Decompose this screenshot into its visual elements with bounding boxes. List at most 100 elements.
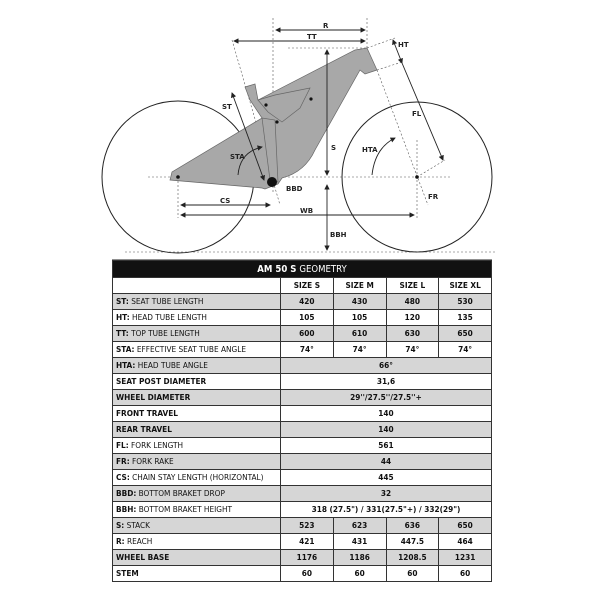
row-label: STEM (112, 565, 281, 582)
label-s: S (331, 144, 336, 152)
row-value: 105 (280, 309, 334, 326)
label-sta: STA (230, 153, 245, 161)
row-value: 74° (332, 341, 387, 358)
row-label: BBD: BOTTOM BRAKET DROP (112, 485, 281, 502)
row-value: 420 (280, 293, 334, 310)
table-row: STA: EFFECTIVE SEAT TUBE ANGLE 74° 74° 74° 7… (112, 341, 492, 358)
row-value: 1186 (332, 549, 387, 566)
row-value: 600 (280, 325, 334, 342)
table-row: TT: TOP TUBE LENGTH 600 610 630 650 (112, 325, 492, 342)
row-value: 445 (280, 469, 492, 486)
row-label: SEAT POST DIAMETER (112, 373, 281, 390)
frame (169, 47, 419, 190)
geometry-table: AM 50 S GEOMETRY SIZE S SIZE M SIZE L SI… (112, 260, 492, 582)
row-value: 74° (385, 341, 440, 358)
row-value: 60 (438, 565, 492, 582)
table-row: BBH: BOTTOM BRAKET HEIGHT 318 (27.5") / 3… (112, 501, 492, 518)
row-value: 630 (385, 325, 440, 342)
row-value: 431 (332, 533, 387, 550)
table-row: SEAT POST DIAMETER 31,6 (112, 373, 492, 390)
row-value: 636 (385, 517, 440, 534)
size-header-row: SIZE S SIZE M SIZE L SIZE XL (112, 277, 492, 294)
table-row: ST: SEAT TUBE LENGTH 420 430 480 530 (112, 293, 492, 310)
table-row: R: REACH 421 431 447.5 464 (112, 533, 492, 550)
row-label: S: STACK (112, 517, 281, 534)
row-value: 32 (280, 485, 492, 502)
row-value: 29''/27.5''/27.5''+ (280, 389, 492, 406)
row-value: 610 (332, 325, 387, 342)
label-st: ST (222, 103, 232, 111)
table-row: WHEEL DIAMETER 29''/27.5''/27.5''+ (112, 389, 492, 406)
row-label: BBH: BOTTOM BRAKET HEIGHT (112, 501, 281, 518)
label-cs: CS (220, 197, 230, 205)
table-title: AM 50 S GEOMETRY (112, 260, 492, 278)
label-fr: FR (428, 193, 439, 201)
row-label: WHEEL DIAMETER (112, 389, 281, 406)
row-value: 1176 (280, 549, 334, 566)
table-row: REAR TRAVEL 140 (112, 421, 492, 438)
table-row: HTA: HEAD TUBE ANGLE 66° (112, 357, 492, 374)
row-value: 1231 (438, 549, 492, 566)
row-value: 421 (280, 533, 334, 550)
row-value: 480 (385, 293, 440, 310)
row-value: 623 (332, 517, 387, 534)
row-value: 105 (332, 309, 387, 326)
row-label: WHEEL BASE (112, 549, 281, 566)
row-value: 60 (332, 565, 387, 582)
label-tt: TT (307, 33, 317, 41)
size-s-header: SIZE S (280, 277, 334, 294)
row-value: 74° (280, 341, 334, 358)
row-label: FR: FORK RAKE (112, 453, 281, 470)
row-value: 430 (332, 293, 387, 310)
table-row: FL: FORK LENGTH 561 (112, 437, 492, 454)
row-label: CS: CHAIN STAY LENGTH (HORIZONTAL) (112, 469, 281, 486)
label-bbd: BBD (286, 185, 303, 193)
row-label: HTA: HEAD TUBE ANGLE (112, 357, 281, 374)
label-hta: HTA (362, 146, 378, 154)
row-value: 650 (438, 517, 492, 534)
row-value: 530 (438, 293, 492, 310)
size-m-header: SIZE M (332, 277, 387, 294)
row-label: STA: EFFECTIVE SEAT TUBE ANGLE (112, 341, 281, 358)
row-value: 140 (280, 405, 492, 422)
bike-geometry-diagram: R TT HT ST S STA HTA FL FR CS WB BBD BBH (101, 18, 495, 260)
row-value: 66° (280, 357, 492, 374)
row-label: FL: FORK LENGTH (112, 437, 281, 454)
label-r: R (323, 22, 329, 30)
label-ht: HT (398, 41, 409, 49)
row-value: 1208.5 (385, 549, 440, 566)
row-label: HT: HEAD TUBE LENGTH (112, 309, 281, 326)
row-label: TT: TOP TUBE LENGTH (112, 325, 281, 342)
table-row: S: STACK 523 623 636 650 (112, 517, 492, 534)
row-value: 135 (438, 309, 492, 326)
row-value: 44 (280, 453, 492, 470)
row-value: 120 (385, 309, 440, 326)
dimension-arrows (180, 27, 444, 251)
table-row: FRONT TRAVEL 140 (112, 405, 492, 422)
row-value: 447.5 (385, 533, 440, 550)
label-bbh: BBH (330, 231, 347, 239)
row-value: 318 (27.5") / 331(27.5"+) / 332(29") (280, 501, 492, 518)
table-row: HT: HEAD TUBE LENGTH 105 105 120 135 (112, 309, 492, 326)
row-value: 74° (438, 341, 492, 358)
row-label: ST: SEAT TUBE LENGTH (112, 293, 281, 310)
row-value: 650 (438, 325, 492, 342)
row-value: 31,6 (280, 373, 492, 390)
row-value: 561 (280, 437, 492, 454)
row-value: 60 (385, 565, 440, 582)
row-label: REAR TRAVEL (112, 421, 281, 438)
size-xl-header: SIZE XL (438, 277, 492, 294)
table-row: BBD: BOTTOM BRAKET DROP 32 (112, 485, 492, 502)
row-value: 60 (280, 565, 334, 582)
table-row: STEM 60 60 60 60 (112, 565, 492, 582)
row-value: 523 (280, 517, 334, 534)
row-label: R: REACH (112, 533, 281, 550)
row-value: 464 (438, 533, 492, 550)
label-wb: WB (300, 207, 313, 215)
table-row: WHEEL BASE 1176 1186 1208.5 1231 (112, 549, 492, 566)
row-value: 140 (280, 421, 492, 438)
label-fl: FL (412, 110, 422, 118)
size-l-header: SIZE L (385, 277, 440, 294)
row-label: FRONT TRAVEL (112, 405, 281, 422)
table-row: CS: CHAIN STAY LENGTH (HORIZONTAL) 445 (112, 469, 492, 486)
